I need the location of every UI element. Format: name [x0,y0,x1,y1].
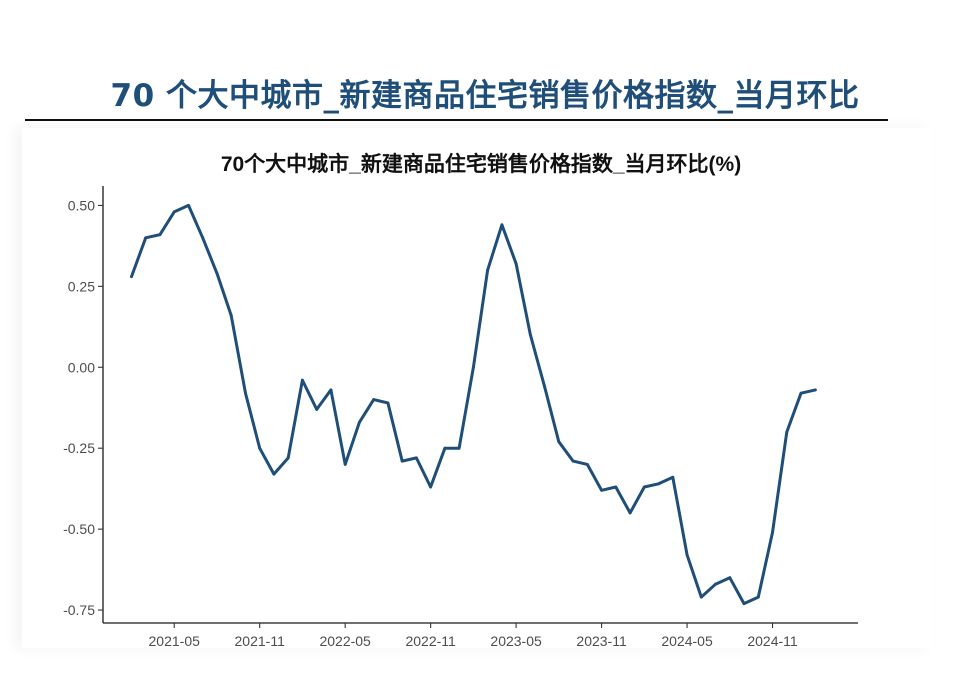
data-point [756,595,760,599]
data-point [415,456,418,460]
data-point [130,275,133,278]
data-point [500,223,504,227]
data-point [642,485,646,489]
data-point [329,388,333,392]
data-point [400,459,404,463]
data-point [529,333,532,337]
y-tick-label: 0.00 [68,359,95,375]
data-point [813,388,817,392]
data-point [728,576,732,580]
data-point [685,553,689,557]
data-point [585,463,589,466]
title-divider [25,119,888,121]
x-tick-label: 2022-05 [319,633,371,648]
x-tick-label: 2024-05 [661,633,713,648]
data-point [172,210,176,214]
y-tick-label: -0.25 [63,440,95,456]
data-point [301,378,304,382]
data-point [514,262,518,266]
data-point [457,446,461,450]
chart-title: 70个大中城市_新建商品住宅销售价格指数_当月环比(%) [221,152,741,176]
data-point [557,440,561,444]
data-point [600,488,603,492]
y-tick-label: 0.50 [68,197,95,213]
data-point [799,391,803,395]
x-tick-label: 2022-11 [405,633,456,648]
data-point [671,475,675,479]
data-point [272,472,276,476]
data-point [443,446,447,450]
data-point [699,595,703,599]
x-tick-label: 2021-11 [235,633,286,648]
data-point [286,456,290,460]
data-point [714,582,717,586]
tick-labels: 0.50 0.25 0.00 -0.25 -0.50 -0.75 2021-05 2021-1… [63,197,798,648]
data-point [386,401,390,405]
data-point [614,485,618,489]
data-point [229,314,233,317]
data-point [158,233,162,236]
series-line [130,203,817,606]
data-point [315,408,319,411]
data-point [201,236,205,240]
data-point [187,204,190,207]
x-tick-label: 2021-05 [149,633,201,648]
data-point [343,463,347,466]
y-tick-label: 0.25 [68,278,95,294]
data-point [657,482,660,486]
data-point [486,268,489,272]
y-tick-label: -0.50 [63,521,95,537]
data-point [215,272,219,275]
data-point [258,446,262,450]
axes [98,186,858,628]
data-point [244,391,247,395]
data-point [372,398,376,401]
x-tick-label: 2024-11 [747,633,798,648]
data-point [771,531,774,534]
data-point [785,430,789,434]
series-group [130,203,817,606]
data-point [543,385,546,389]
x-tick-label: 2023-05 [490,633,542,648]
data-point [742,602,746,605]
data-point [628,511,632,515]
data-point [472,365,475,369]
data-point [358,420,361,424]
data-point [571,459,575,463]
data-point [144,236,148,240]
page-title: 70 个大中城市_新建商品住宅销售价格指数_当月环比 [110,78,860,114]
y-tick-label: -0.75 [63,602,95,618]
x-tick-label: 2023-11 [576,633,627,648]
data-point [429,485,432,489]
chart-panel: 70个大中城市_新建商品住宅销售价格指数_当月环比(%) 0.50 0.25 0.0… [22,128,932,648]
line-chart: 70个大中城市_新建商品住宅销售价格指数_当月环比(%) 0.50 0.25 0.0… [63,152,858,648]
